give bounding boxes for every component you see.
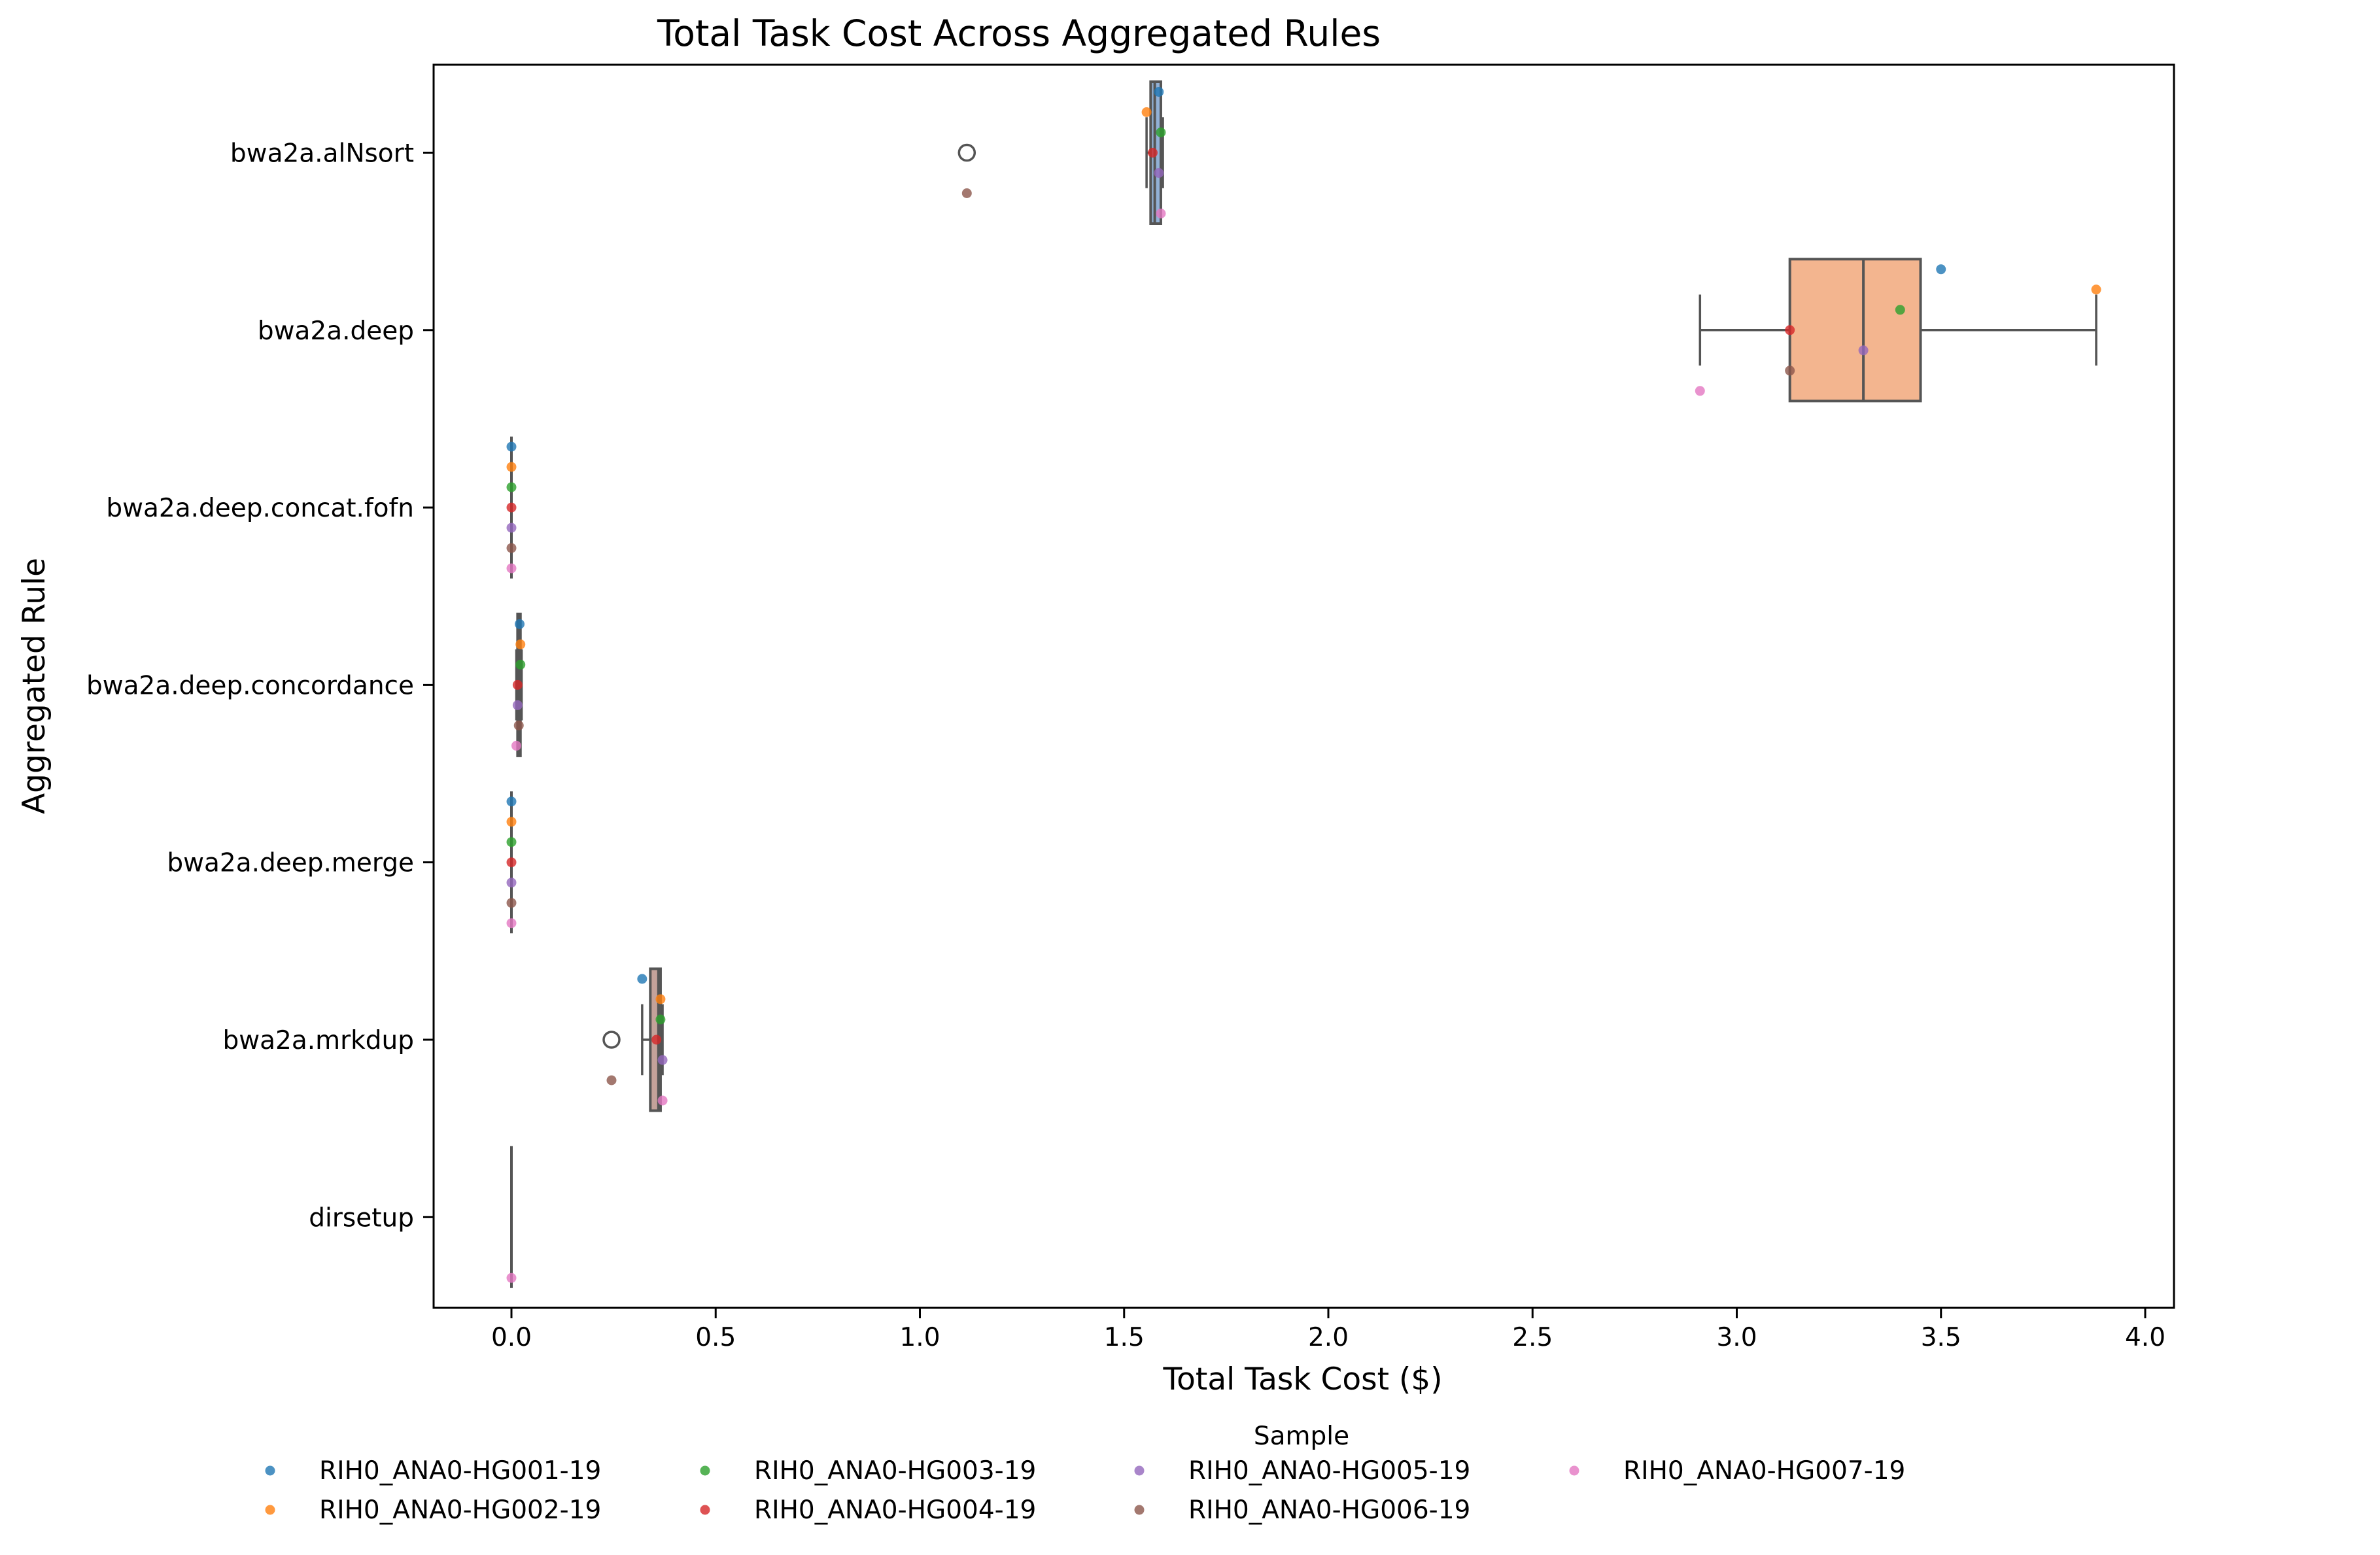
legend-marker — [1134, 1465, 1145, 1476]
point-RIH0_ANA0-HG005-19-bwa2a.deep.concat.fofn — [506, 522, 517, 533]
point-RIH0_ANA0-HG005-19-bwa2a.deep.concordance — [512, 700, 523, 710]
y-tick-label: bwa2a.alNsort — [230, 139, 414, 169]
point-RIH0_ANA0-HG001-19-bwa2a.deep.merge — [506, 796, 517, 807]
point-RIH0_ANA0-HG006-19-bwa2a.alNsort — [961, 188, 972, 198]
y-tick-label: bwa2a.deep.concordance — [86, 671, 414, 700]
point-RIH0_ANA0-HG006-19-bwa2a.deep.concat.fofn — [506, 543, 517, 553]
box-iqr — [1788, 258, 1922, 403]
legend-label: RIH0_ANA0-HG006-19 — [1188, 1495, 1470, 1525]
point-RIH0_ANA0-HG007-19-bwa2a.deep.concat.fofn — [506, 563, 517, 573]
plot-frame — [432, 63, 2175, 1309]
point-RIH0_ANA0-HG001-19-bwa2a.deep — [1936, 264, 1946, 275]
legend-marker — [700, 1505, 710, 1515]
point-RIH0_ANA0-HG002-19-bwa2a.deep.merge — [506, 817, 517, 827]
point-RIH0_ANA0-HG001-19-bwa2a.alNsort — [1154, 87, 1164, 97]
legend-item-RIH0_ANA0-HG001-19: RIH0_ANA0-HG001-19 — [265, 1456, 601, 1486]
point-RIH0_ANA0-HG007-19-bwa2a.deep.merge — [506, 918, 517, 929]
point-RIH0_ANA0-HG005-19-bwa2a.deep.merge — [506, 878, 517, 888]
legend-item-RIH0_ANA0-HG002-19: RIH0_ANA0-HG002-19 — [265, 1495, 601, 1525]
legend-marker — [700, 1465, 710, 1476]
x-tick-label: 3.5 — [1921, 1323, 1961, 1352]
legend-marker — [265, 1505, 275, 1515]
x-tick-label: 1.5 — [1104, 1323, 1145, 1352]
legend-label: RIH0_ANA0-HG002-19 — [319, 1495, 601, 1525]
point-RIH0_ANA0-HG002-19-bwa2a.deep.concordance — [515, 639, 526, 649]
y-tick-label: bwa2a.deep.merge — [167, 849, 414, 878]
y-axis: bwa2a.alNsort bwa2a.deep bwa2a.deep.concat… — [86, 139, 434, 1233]
point-RIH0_ANA0-HG001-19-bwa2a.deep.concordance — [514, 619, 525, 629]
point-RIH0_ANA0-HG004-19-bwa2a.deep.concordance — [512, 679, 523, 690]
legend-item-RIH0_ANA0-HG007-19: RIH0_ANA0-HG007-19 — [1569, 1456, 1905, 1486]
legend-label: RIH0_ANA0-HG005-19 — [1188, 1456, 1470, 1486]
outlier-point — [957, 143, 976, 162]
point-RIH0_ANA0-HG007-19-bwa2a.deep — [1695, 386, 1705, 396]
point-RIH0_ANA0-HG004-19-bwa2a.alNsort — [1147, 148, 1158, 158]
strip-points-layer — [506, 87, 2101, 1283]
point-RIH0_ANA0-HG004-19-bwa2a.deep — [1785, 325, 1795, 335]
point-RIH0_ANA0-HG006-19-bwa2a.mrkdup — [606, 1075, 617, 1085]
point-RIH0_ANA0-HG007-19-bwa2a.deep.concordance — [511, 740, 521, 751]
point-RIH0_ANA0-HG005-19-bwa2a.deep — [1858, 345, 1869, 356]
legend-marker — [1134, 1505, 1145, 1515]
point-RIH0_ANA0-HG004-19-bwa2a.mrkdup — [651, 1034, 662, 1045]
x-tick-label: 0.0 — [491, 1323, 532, 1352]
point-RIH0_ANA0-HG003-19-bwa2a.deep — [1895, 305, 1905, 315]
legend-item-RIH0_ANA0-HG003-19: RIH0_ANA0-HG003-19 — [700, 1456, 1036, 1486]
point-RIH0_ANA0-HG003-19-bwa2a.deep.concordance — [515, 659, 526, 670]
y-tick-label: bwa2a.deep — [258, 316, 414, 346]
point-RIH0_ANA0-HG007-19-bwa2a.mrkdup — [657, 1095, 668, 1106]
x-tick-label: 1.0 — [899, 1323, 940, 1352]
y-axis-label: Aggregated Rule — [16, 558, 52, 814]
legend: Sample RIH0_ANA0-HG001-19 RIH0_ANA0-HG002… — [265, 1422, 1905, 1525]
box-bwa2a.deep — [1699, 258, 2097, 403]
point-RIH0_ANA0-HG003-19-bwa2a.alNsort — [1156, 128, 1166, 137]
legend-label: RIH0_ANA0-HG004-19 — [754, 1495, 1036, 1525]
point-RIH0_ANA0-HG005-19-bwa2a.alNsort — [1154, 168, 1164, 178]
point-RIH0_ANA0-HG006-19-bwa2a.deep.concordance — [513, 720, 524, 730]
y-tick-label: bwa2a.mrkdup — [223, 1026, 415, 1055]
point-RIH0_ANA0-HG002-19-bwa2a.deep.concat.fofn — [506, 462, 517, 472]
point-RIH0_ANA0-HG002-19-bwa2a.alNsort — [1141, 107, 1152, 117]
x-tick-label: 3.0 — [1716, 1323, 1757, 1352]
legend-label: RIH0_ANA0-HG003-19 — [754, 1456, 1036, 1486]
legend-label: RIH0_ANA0-HG001-19 — [319, 1456, 601, 1486]
point-RIH0_ANA0-HG003-19-bwa2a.mrkdup — [655, 1014, 666, 1025]
point-RIH0_ANA0-HG002-19-bwa2a.deep — [2091, 284, 2101, 295]
x-axis-label: Total Task Cost ($) — [1162, 1361, 1442, 1397]
legend-marker — [265, 1465, 275, 1476]
point-RIH0_ANA0-HG007-19-dirsetup — [506, 1273, 517, 1283]
chart-title: Total Task Cost Across Aggregated Rules — [657, 12, 1381, 54]
legend-item-RIH0_ANA0-HG005-19: RIH0_ANA0-HG005-19 — [1134, 1456, 1470, 1486]
point-RIH0_ANA0-HG003-19-bwa2a.deep.concat.fofn — [506, 482, 517, 492]
point-RIH0_ANA0-HG004-19-bwa2a.deep.merge — [506, 857, 517, 868]
x-tick-label: 2.5 — [1512, 1323, 1553, 1352]
legend-label: RIH0_ANA0-HG007-19 — [1623, 1456, 1905, 1486]
legend-title: Sample — [1254, 1422, 1349, 1451]
point-RIH0_ANA0-HG005-19-bwa2a.mrkdup — [657, 1055, 668, 1065]
point-RIH0_ANA0-HG006-19-bwa2a.deep.merge — [506, 898, 517, 908]
x-tick-label: 0.5 — [695, 1323, 736, 1352]
point-RIH0_ANA0-HG001-19-bwa2a.mrkdup — [637, 974, 647, 984]
point-RIH0_ANA0-HG004-19-bwa2a.deep.concat.fofn — [506, 502, 517, 513]
point-RIH0_ANA0-HG003-19-bwa2a.deep.merge — [506, 837, 517, 847]
legend-item-RIH0_ANA0-HG004-19: RIH0_ANA0-HG004-19 — [700, 1495, 1036, 1525]
y-tick-label: dirsetup — [309, 1203, 414, 1233]
point-RIH0_ANA0-HG007-19-bwa2a.alNsort — [1156, 209, 1166, 218]
x-tick-label: 2.0 — [1308, 1323, 1349, 1352]
x-tick-label: 4.0 — [2125, 1323, 2165, 1352]
outlier-point — [602, 1031, 621, 1049]
point-RIH0_ANA0-HG001-19-bwa2a.deep.concat.fofn — [506, 441, 517, 452]
y-tick-label: bwa2a.deep.concat.fofn — [106, 494, 414, 523]
point-RIH0_ANA0-HG002-19-bwa2a.mrkdup — [655, 994, 666, 1004]
x-axis: 0.0 0.5 1.0 1.5 2.0 2.5 3.0 3.5 4.0 — [491, 1308, 2165, 1352]
legend-marker — [1569, 1465, 1579, 1476]
point-RIH0_ANA0-HG006-19-bwa2a.deep — [1785, 366, 1795, 376]
legend-item-RIH0_ANA0-HG006-19: RIH0_ANA0-HG006-19 — [1134, 1495, 1470, 1525]
